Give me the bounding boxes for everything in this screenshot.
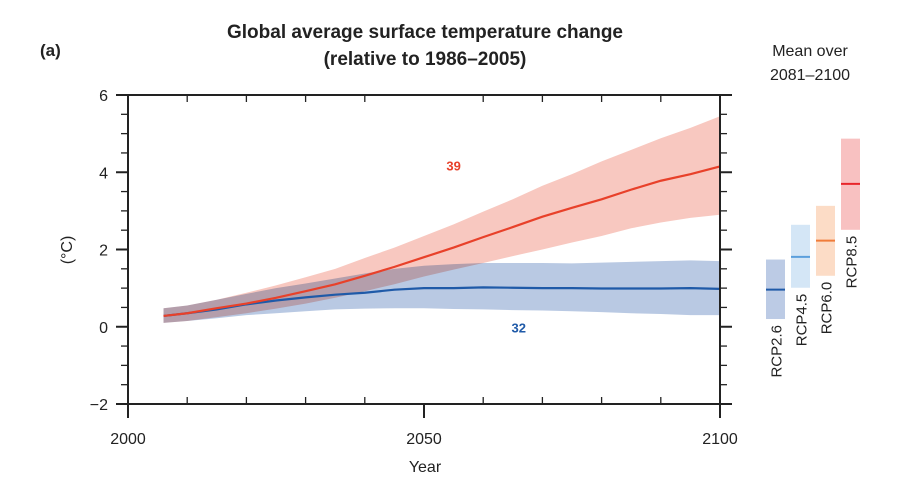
model-count-label: 39 bbox=[446, 158, 460, 173]
chart-subtitle: (relative to 1986–2005) bbox=[324, 49, 527, 70]
band-rcp26 bbox=[163, 260, 720, 323]
x-axis-label: Year bbox=[409, 459, 442, 476]
model-count-label: 32 bbox=[511, 321, 525, 336]
y-tick-label: 0 bbox=[99, 320, 108, 337]
side-bar-label: RCP2.6 bbox=[769, 325, 786, 378]
chart-title: Global average surface temperature chang… bbox=[227, 22, 623, 43]
side-bar-label: RCP8.5 bbox=[844, 236, 861, 289]
y-tick-label: −2 bbox=[90, 397, 108, 414]
side-bar-label: RCP4.5 bbox=[794, 294, 811, 347]
panel-label: (a) bbox=[40, 41, 61, 60]
side-panel-title-1: Mean over bbox=[772, 43, 848, 60]
band-rcp85 bbox=[163, 116, 720, 323]
line-rcp85 bbox=[163, 165, 721, 318]
y-axis-label: (°C) bbox=[59, 236, 76, 265]
side-bar-label: RCP6.0 bbox=[819, 282, 836, 335]
y-tick-label: 6 bbox=[99, 88, 108, 105]
side-panel-title-2: 2081–2100 bbox=[770, 67, 850, 84]
y-tick-label: 2 bbox=[99, 243, 108, 260]
y-tick-label: 4 bbox=[99, 165, 108, 182]
x-tick-label: 2100 bbox=[702, 431, 738, 448]
plot-area: 39 32 −2 0 2 4 6 2000 2050 2100 RCP2.6 RCP4.5 RCP6.0… bbox=[90, 88, 861, 448]
x-tick-label: 2000 bbox=[110, 431, 146, 448]
x-tick-label: 2050 bbox=[406, 431, 442, 448]
